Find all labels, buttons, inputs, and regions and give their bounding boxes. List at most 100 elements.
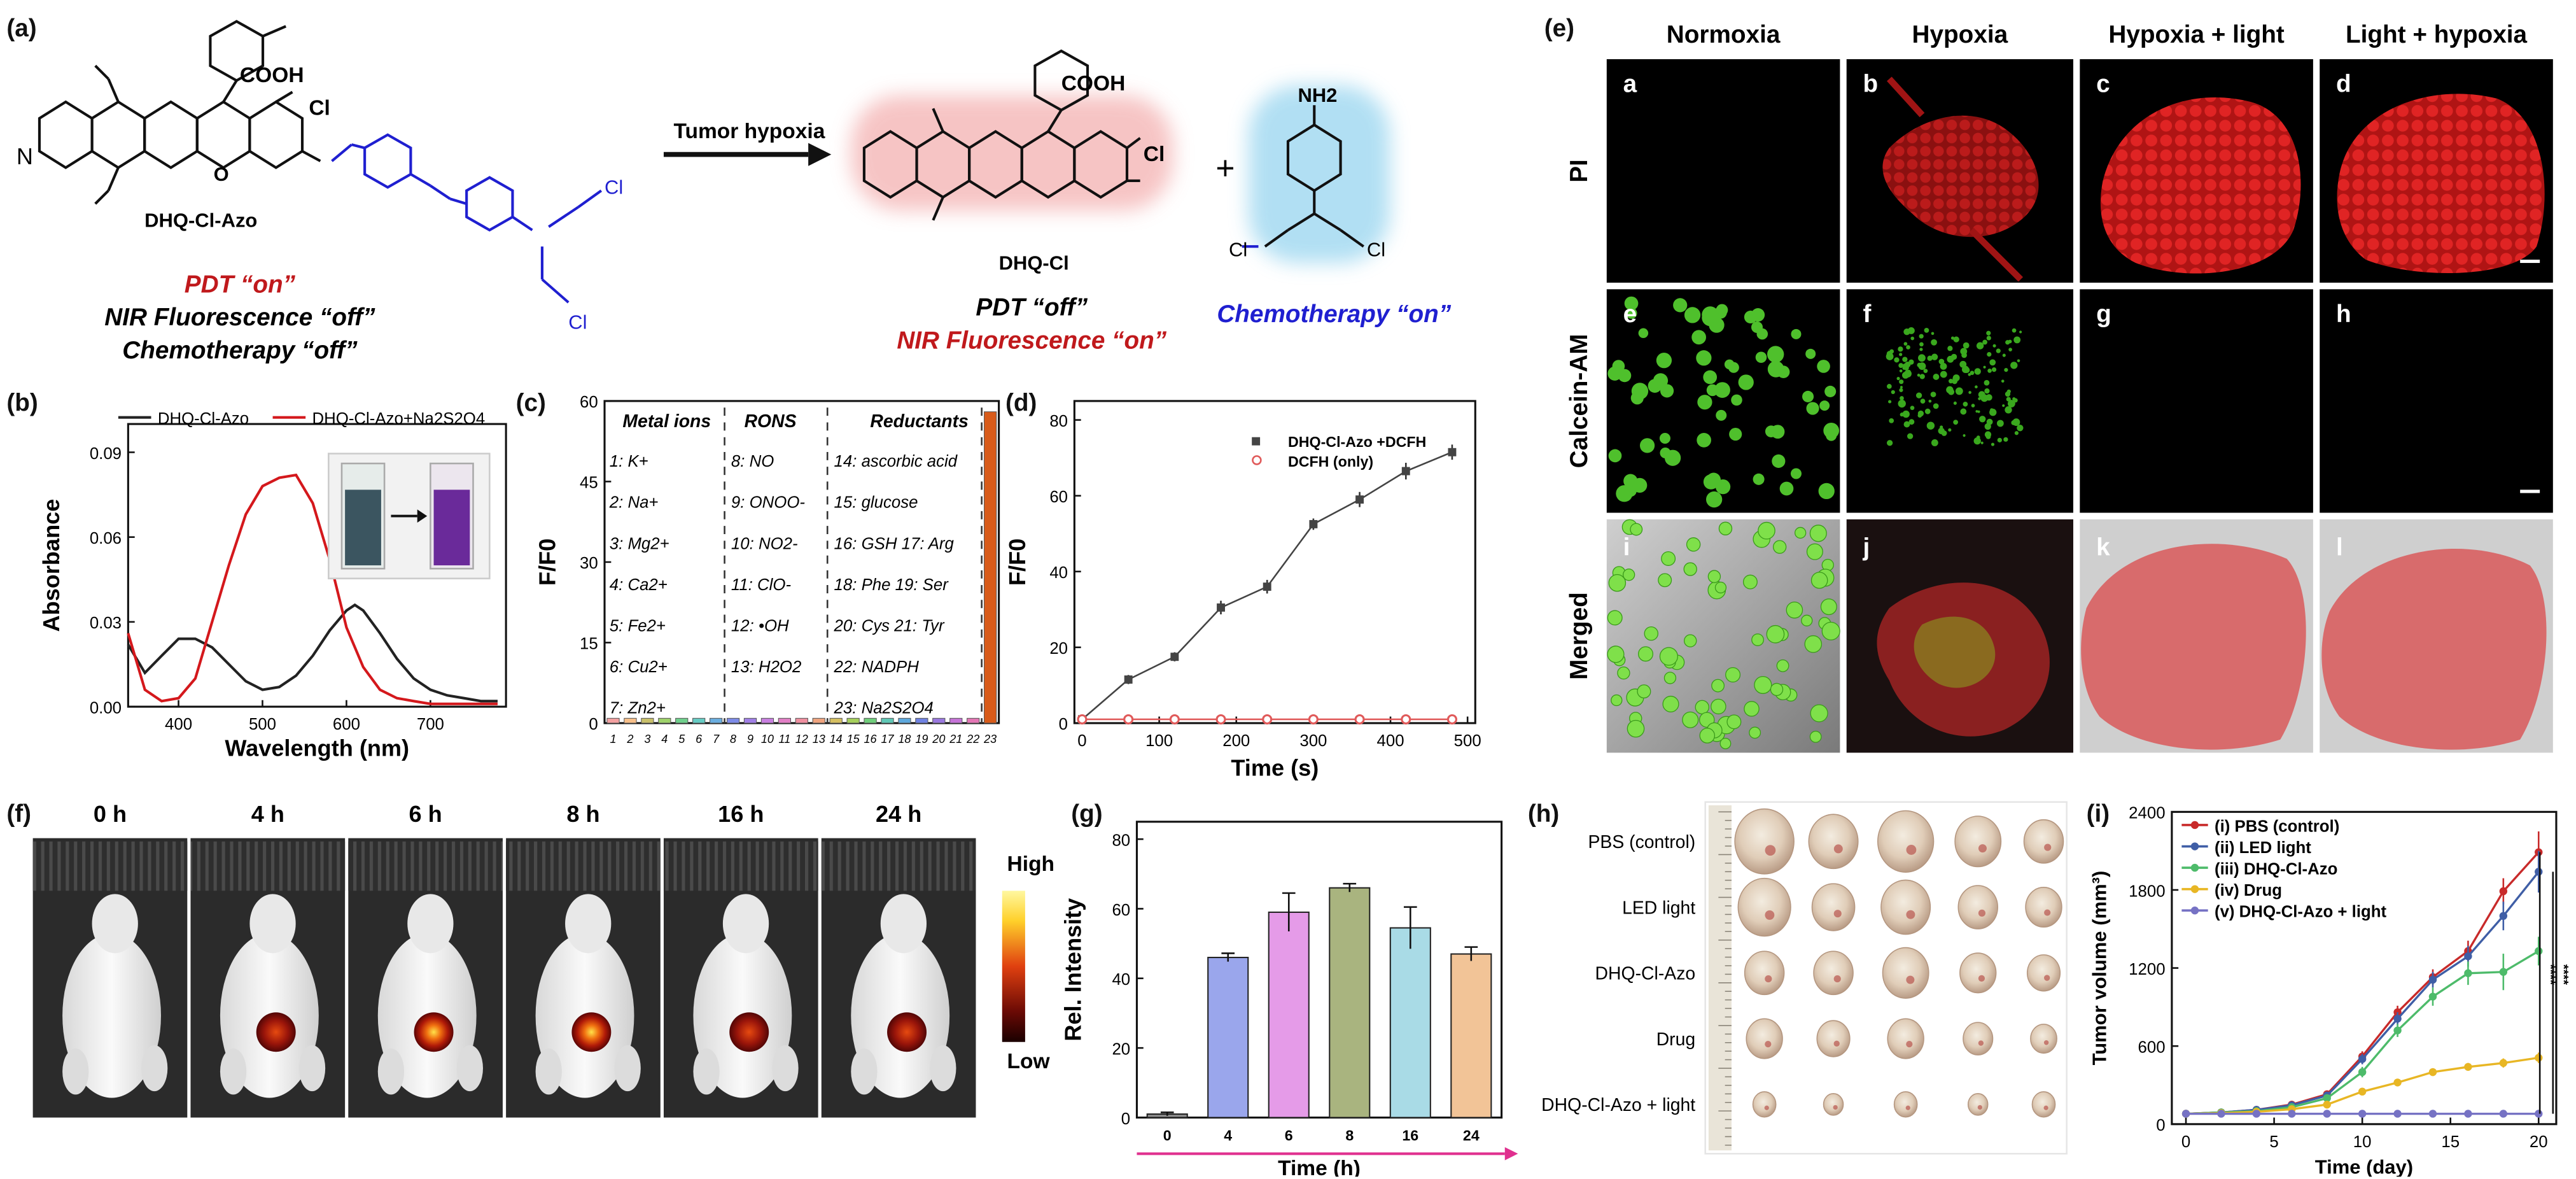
green-cell [1697,432,1711,448]
merged-green-cell [1637,684,1651,699]
analyte-label: 20: Cys 21: Tyr [834,617,945,635]
analyte-label: 7: Zn2+ [610,699,666,717]
merged-green-cell [1711,698,1726,715]
y-tick-label: 80 [1112,831,1130,849]
tumor-specimen [2023,819,2064,864]
significance-label: **** [2556,964,2571,985]
chart-panel-b: 0.00 0.03 0.06 0.09 400 500 600 700 Wavelength (… [38,410,507,761]
tumor-specimen [1816,1020,1851,1057]
x-tick-label: 15 [2441,1133,2460,1151]
mouse-leg [298,1045,326,1092]
green-speckle [1986,330,1991,335]
bar [932,717,946,724]
legend-label: (v) DHQ-Cl-Azo + light [2215,903,2387,921]
green-cell [1706,384,1719,397]
tumor-row-label: DHQ-Cl-Azo [1595,964,1696,984]
merged-green-cell [1758,521,1775,540]
green-speckle [1985,394,1992,401]
merged-green-cell [1754,675,1772,695]
analyte-label: 12: •OH [731,617,789,635]
green-cell [1715,479,1731,495]
merged-green-cell [1707,570,1721,583]
green-speckle [1899,353,1903,357]
merged-green-cell [1630,523,1643,536]
analyte-label: 15: glucose [834,494,918,512]
green-cell [1716,409,1727,421]
green-cell [1753,473,1765,485]
data-point [2499,912,2508,921]
green-speckle [1920,399,1926,404]
ring-azo-1 [363,133,412,189]
green-speckle [2001,379,2005,383]
tumor-vessel-spot [2043,1105,2048,1110]
data-point [2499,887,2508,896]
analyte-label: 23: Na2S2O4 [834,699,934,717]
green-speckle [1963,342,1970,349]
green-speckle [1947,355,1954,363]
green-speckle [1948,388,1955,395]
tumor-vessel-spot [2043,1040,2049,1045]
tumor-specimen [1746,1018,1783,1059]
merged-green-cell [1821,621,1840,640]
y-axis-label: F/F0 [535,539,561,586]
micro-panel-letters: a b c d e f g h i j k l [1623,71,2351,561]
x-axis-label: Wavelength (nm) [225,735,409,761]
merged-green-cell [1772,540,1787,554]
green-speckle [2005,391,2011,397]
data-point [1124,675,1133,684]
scheme-note-pdt-on: PDT “on” [185,271,296,299]
x-tick-label: 14 [830,733,843,745]
scheme-note-pdt-off: PDT “off” [976,294,1088,321]
data-point [1123,714,1134,724]
ring-xanthene [195,100,251,169]
merged-green-cell [1711,679,1725,693]
carboxyl-label: COOH [240,64,304,87]
data-point [2464,969,2472,977]
mouse-leg [772,1045,799,1092]
green-speckle [1987,369,1992,373]
green-cell [1714,382,1730,399]
green-cell [1632,477,1648,493]
green-speckle [1976,342,1984,349]
tumor-vessel-spot [1906,1040,1913,1048]
y-tick-label: 80 [1049,413,1068,430]
green-speckle [2008,348,2012,351]
green-speckle [1926,421,1935,430]
micro-row-labels: PI Calcein-AM Merged [1565,159,1593,680]
data-point [1309,519,1318,528]
scheme-note-chemo-off: Chemotherapy “off” [122,337,358,364]
tumor-specimen [2030,1024,2057,1054]
x-tick-label: 200 [1222,732,1250,750]
green-cell [1660,384,1674,398]
x-tick-label: 10 [2353,1133,2372,1151]
scheme-panel-a [38,20,1390,304]
time-label: 0 h [94,801,127,827]
tumor-row-label: LED light [1622,898,1695,918]
legend-marker [1252,455,1262,465]
micro-row-label: PI [1565,159,1593,183]
green-cell [1791,328,1802,339]
green-cell [1630,392,1644,405]
legend-marker [2190,863,2199,872]
x-tick-label: 8 [1345,1127,1354,1144]
product-name-label: DHQ-Cl [999,251,1069,274]
x-tick-label: 10 [761,733,774,745]
x-tick-label: 22 [966,733,979,745]
merged-green-cell [1622,568,1635,581]
green-speckle [1979,416,1986,423]
y-tick-label: 40 [1112,971,1130,989]
x-tick-label: 400 [165,716,192,733]
green-speckle [1898,346,1903,352]
micro-panel-letter: k [2096,534,2110,561]
green-speckle [1996,348,2001,353]
tumor-specimen [1967,1093,1989,1116]
bar [881,717,894,724]
analyte-label: 6: Cu2+ [610,658,668,676]
green-speckle [1886,353,1894,360]
micro-panel-letter: j [1863,534,1870,561]
green-speckle [1987,351,1992,357]
micro-column-headers: Normoxia Hypoxia Hypoxia + light Light + hy… [1667,21,2528,48]
tumor-specimen [2026,954,2061,992]
green-speckle [1924,328,1929,333]
